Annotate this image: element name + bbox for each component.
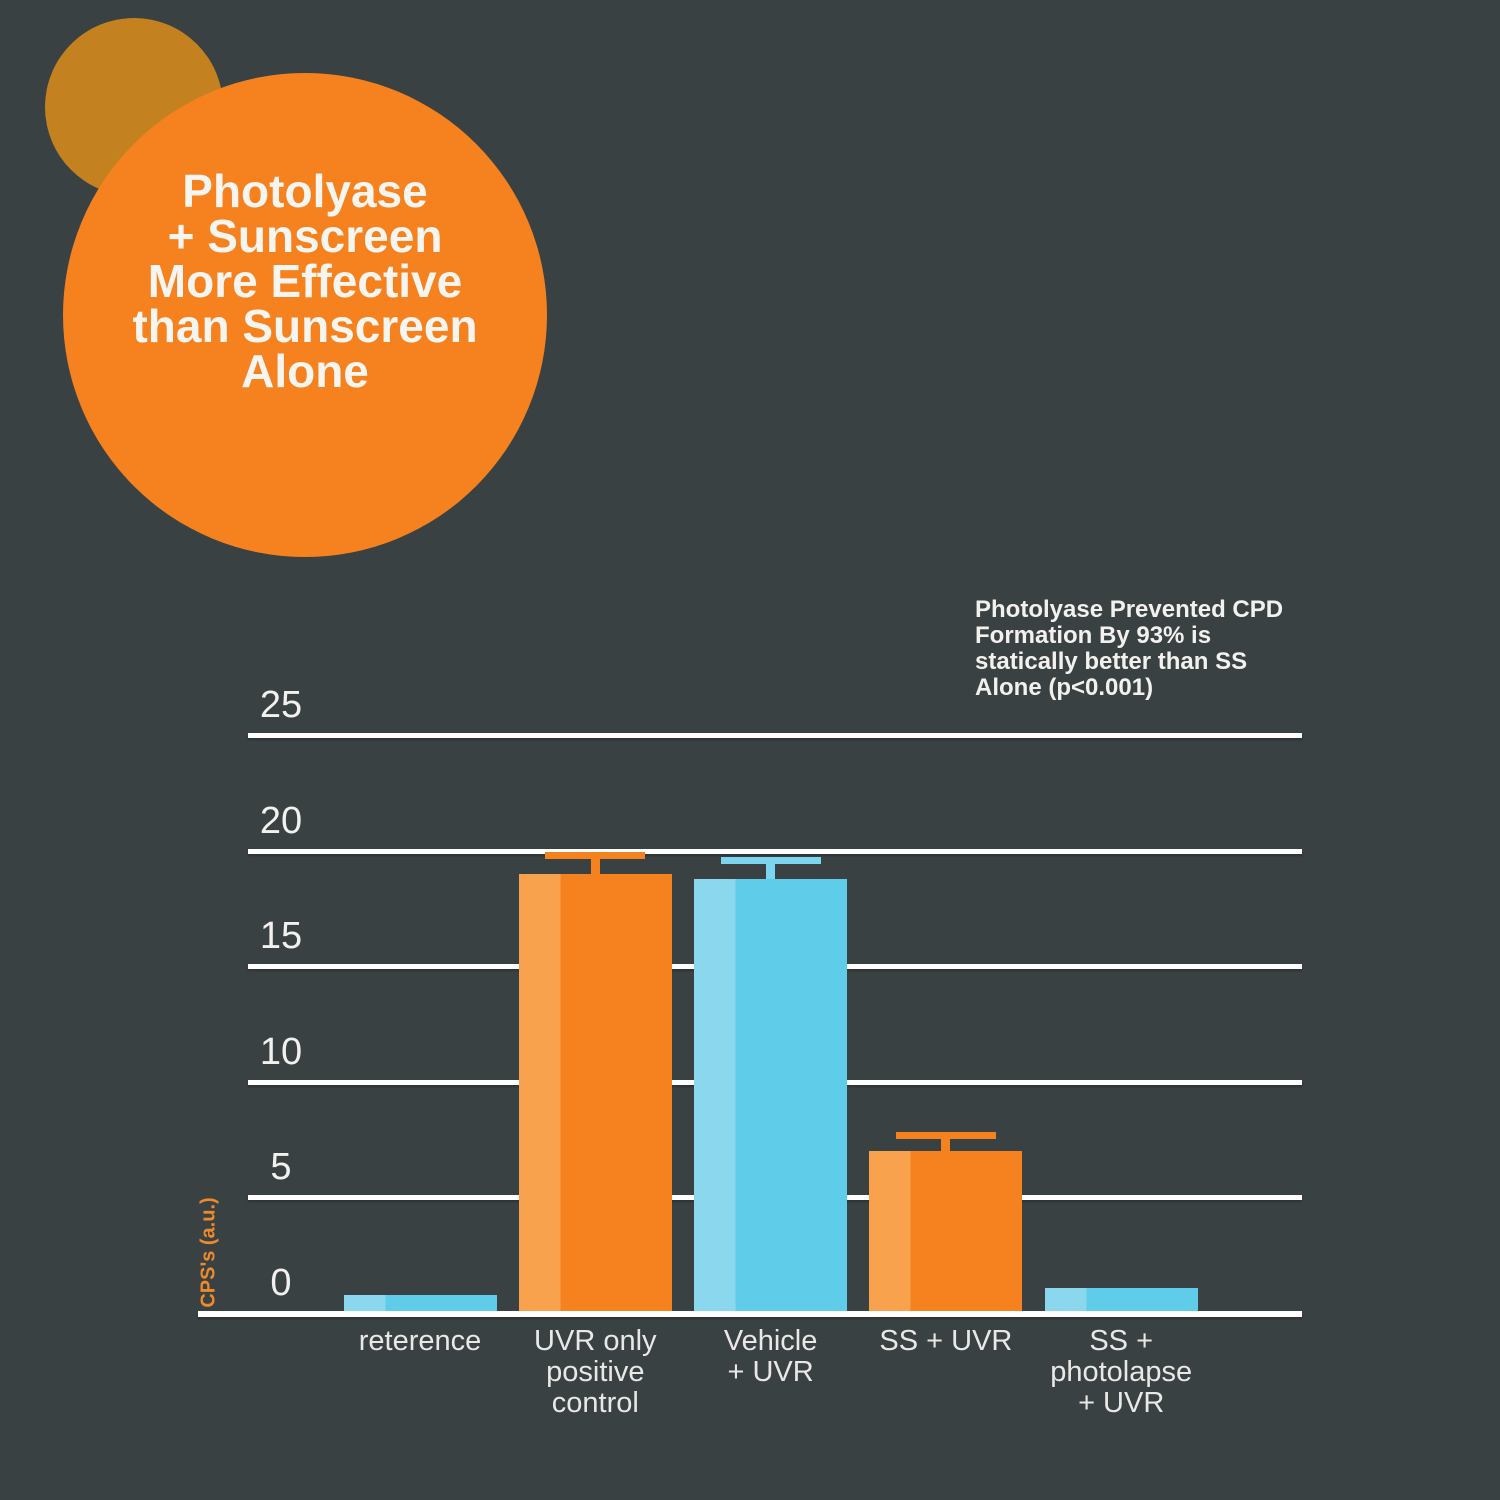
error-bar-cap-2 xyxy=(720,856,821,864)
x-axis-label-4: SS + photolapse + UVR xyxy=(1050,1325,1193,1419)
x-axis-baseline xyxy=(198,1311,1302,1317)
error-bar-cap-3 xyxy=(895,1131,996,1139)
y-tick-label-5: 5 xyxy=(270,1146,292,1189)
y-tick-label-15: 15 xyxy=(259,915,303,958)
gridline-25 xyxy=(248,733,1302,738)
x-axis-label-1: UVR only positive control xyxy=(534,1325,657,1419)
bar-2 xyxy=(694,878,848,1311)
error-bar-stem-3 xyxy=(941,1138,951,1152)
bar-4 xyxy=(1044,1287,1198,1311)
x-axis-label-0: reterence xyxy=(358,1325,482,1357)
y-tick-label-20: 20 xyxy=(259,799,303,842)
error-bar-stem-2 xyxy=(766,863,776,879)
y-tick-label-10: 10 xyxy=(259,1030,303,1073)
annotation-text: Photolyase Prevented CPD Formation By 93… xyxy=(975,596,1284,701)
title-circle: Photolyase + Sunscreen More Effective th… xyxy=(63,73,547,557)
y-tick-label-0: 0 xyxy=(270,1262,292,1304)
x-axis-label-3: SS + UVR xyxy=(879,1325,1013,1357)
bar-0 xyxy=(343,1294,497,1311)
bar-1 xyxy=(518,874,672,1311)
infographic-title: Photolyase + Sunscreen More Effective th… xyxy=(132,165,478,397)
bar-3 xyxy=(869,1151,1023,1311)
error-bar-stem-1 xyxy=(590,859,600,875)
error-bar-cap-1 xyxy=(545,852,646,860)
gridline-20 xyxy=(248,848,1302,854)
y-axis-title: CPS's (a.u.) xyxy=(197,1197,220,1308)
x-axis-label-2: Vehicle + UVR xyxy=(723,1325,818,1388)
y-tick-label-25: 25 xyxy=(259,684,303,726)
